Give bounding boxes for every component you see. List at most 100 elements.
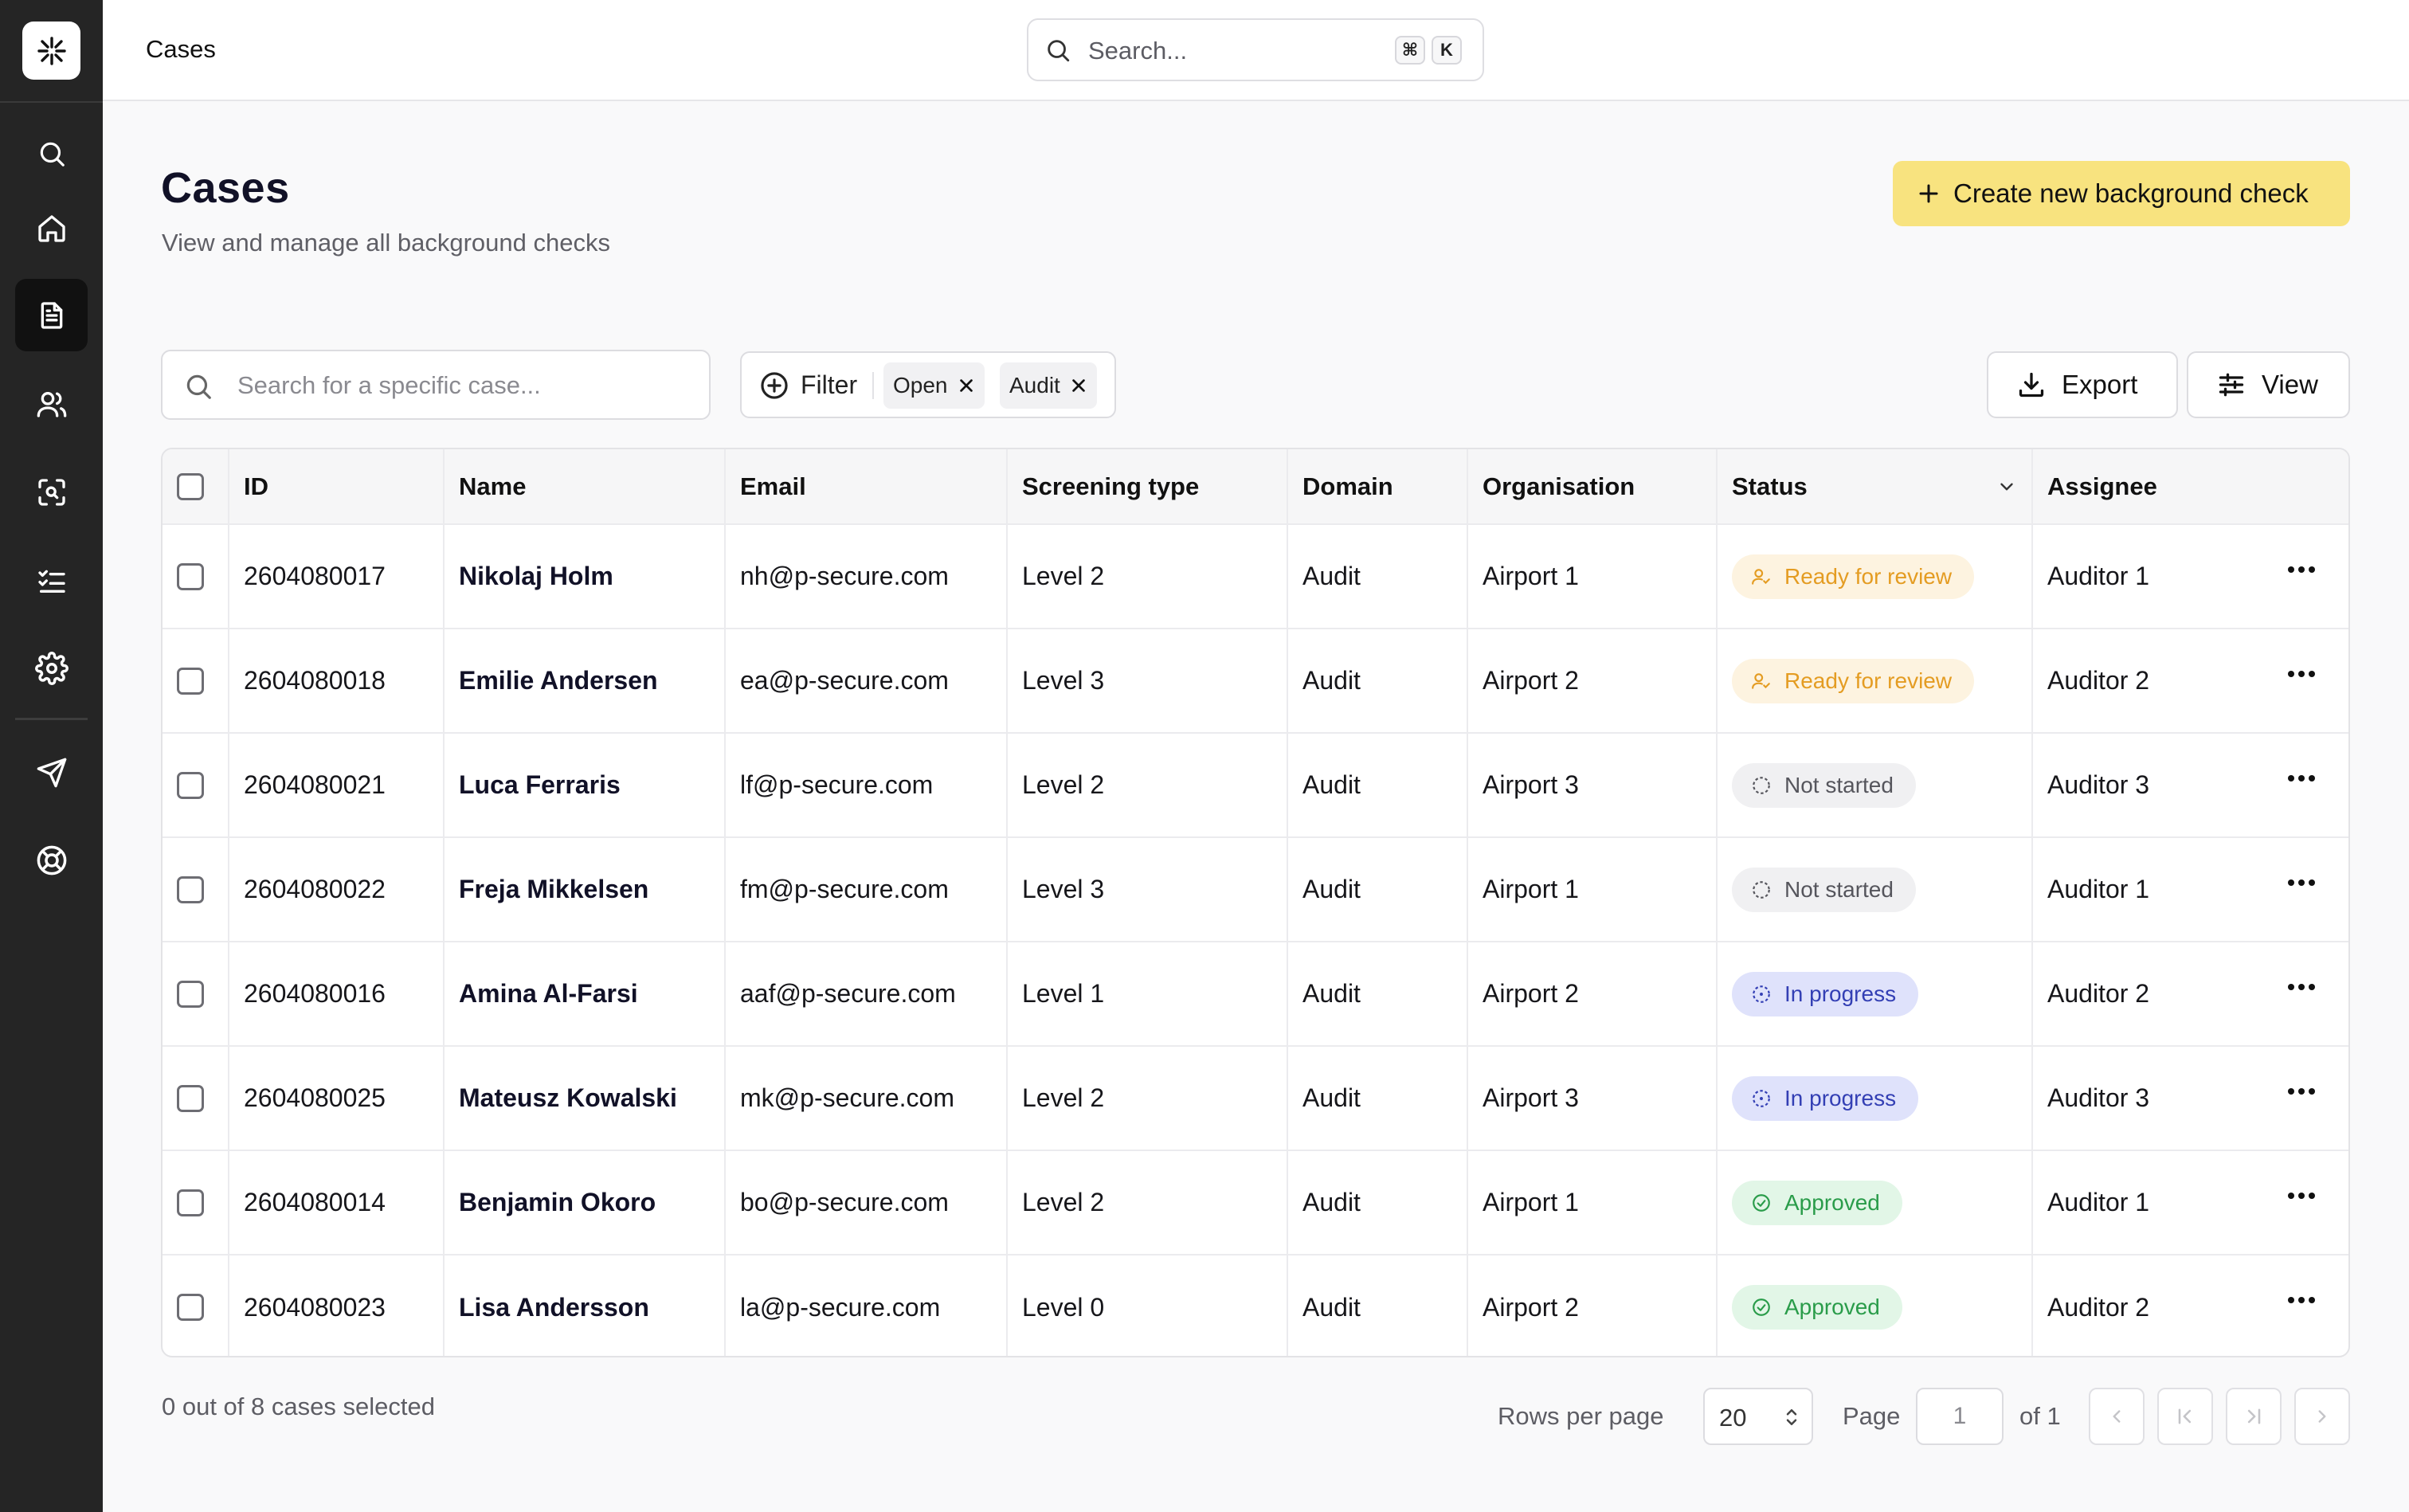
filter-bar: Filter Open Audit xyxy=(740,351,1116,418)
global-search-input[interactable]: Search... ⌘ K xyxy=(1027,18,1484,81)
export-label: Export xyxy=(2062,370,2138,399)
case-assignee-cell: Auditor 1 xyxy=(2032,1150,2348,1255)
sidebar-divider xyxy=(0,101,103,103)
more-actions-icon[interactable] xyxy=(2288,1088,2315,1095)
top-bar: Cases Search... ⌘ K xyxy=(103,0,2409,101)
close-icon[interactable] xyxy=(1070,377,1087,394)
chevrons-first-icon xyxy=(2178,1408,2192,1424)
case-name[interactable]: Nikolaj Holm xyxy=(444,524,726,629)
shortcut-key-k: K xyxy=(1432,36,1462,65)
status-badge-label: Ready for review xyxy=(1784,563,1953,589)
case-name[interactable]: Mateusz Kowalski xyxy=(444,1046,726,1151)
select-all-checkbox[interactable] xyxy=(177,472,204,500)
case-name[interactable]: Luca Ferraris xyxy=(444,733,726,838)
status-header-label: Status xyxy=(1732,472,1808,500)
page-number-input[interactable]: 1 xyxy=(1916,1388,2004,1445)
sidebar-item-cases[interactable] xyxy=(15,279,88,351)
case-name[interactable]: Benjamin Okoro xyxy=(444,1150,726,1255)
table-row[interactable]: 2604080022 Freja Mikkelsen fm@p-secure.com… xyxy=(163,837,2348,942)
create-background-check-button[interactable]: Create new background check xyxy=(1893,161,2350,226)
case-name[interactable]: Lisa Andersson xyxy=(444,1255,726,1356)
chevron-down-icon[interactable] xyxy=(1996,476,2017,497)
page-title: Cases xyxy=(161,164,290,212)
case-screening-type: Level 2 xyxy=(1007,1150,1288,1255)
more-actions-icon[interactable] xyxy=(2288,775,2315,781)
asterisk-logo-icon xyxy=(37,36,66,65)
export-button[interactable]: Export xyxy=(1987,351,2178,418)
sidebar-separator xyxy=(15,718,88,720)
case-screening-type: Level 3 xyxy=(1007,629,1288,734)
sidebar-item-scan[interactable] xyxy=(15,456,88,528)
sidebar-item-home[interactable] xyxy=(15,192,88,264)
case-email: ea@p-secure.com xyxy=(725,629,1008,734)
progress-circle-icon xyxy=(1753,985,1770,1003)
row-checkbox[interactable] xyxy=(177,1084,204,1112)
status-badge-label: Not started xyxy=(1784,876,1894,902)
first-page-button[interactable] xyxy=(2157,1388,2213,1445)
row-checkbox[interactable] xyxy=(177,1294,204,1321)
case-name[interactable]: Freja Mikkelsen xyxy=(444,837,726,942)
last-page-button[interactable] xyxy=(2226,1388,2282,1445)
table-row[interactable]: 2604080021 Luca Ferraris lf@p-secure.com Le… xyxy=(163,733,2348,838)
case-search-input[interactable]: Search for a specific case... xyxy=(161,350,711,420)
table-row[interactable]: 2604080025 Mateusz Kowalski mk@p-secure.co… xyxy=(163,1046,2348,1151)
status-badge: Ready for review xyxy=(1732,658,1975,703)
sidebar-item-tasks[interactable] xyxy=(15,544,88,617)
table-row[interactable]: 2604080023 Lisa Andersson la@p-secure.com L… xyxy=(163,1255,2348,1356)
filter-button[interactable]: Filter xyxy=(801,370,858,399)
column-header-name[interactable]: Name xyxy=(444,449,726,525)
case-id: 2604080022 xyxy=(229,837,445,942)
sidebar-item-send[interactable] xyxy=(15,736,88,809)
check-circle-icon xyxy=(1753,1193,1770,1212)
column-header-screening-type[interactable]: Screening type xyxy=(1007,449,1288,525)
selection-count: 0 out of 8 cases selected xyxy=(162,1393,435,1420)
close-icon[interactable] xyxy=(958,377,975,394)
column-header-status[interactable]: Status xyxy=(1717,449,2033,525)
column-header-domain[interactable]: Domain xyxy=(1287,449,1468,525)
sidebar-item-settings[interactable] xyxy=(15,632,88,704)
case-assignee: Auditor 1 xyxy=(2047,1188,2150,1216)
row-checkbox[interactable] xyxy=(177,1189,204,1216)
column-header-organisation[interactable]: Organisation xyxy=(1467,449,1718,525)
row-checkbox[interactable] xyxy=(177,875,204,903)
previous-page-button[interactable] xyxy=(2089,1388,2145,1445)
more-actions-icon[interactable] xyxy=(2288,671,2315,677)
filter-chip-open[interactable]: Open xyxy=(883,362,985,409)
table-row[interactable]: 2604080016 Amina Al-Farsi aaf@p-secure.com… xyxy=(163,942,2348,1047)
more-actions-icon[interactable] xyxy=(2288,566,2315,573)
filter-chip-audit[interactable]: Audit xyxy=(1000,362,1097,409)
rows-per-page-select[interactable]: 20 xyxy=(1703,1388,1813,1445)
more-actions-icon[interactable] xyxy=(2288,1297,2315,1303)
column-header-assignee[interactable]: Assignee xyxy=(2032,449,2348,525)
next-page-button[interactable] xyxy=(2294,1388,2350,1445)
plus-circle-icon[interactable] xyxy=(759,370,789,401)
case-name[interactable]: Emilie Andersen xyxy=(444,629,726,734)
rows-per-page-label: Rows per page xyxy=(1498,1402,1664,1430)
download-icon xyxy=(2019,372,2044,398)
sidebar-item-help[interactable] xyxy=(15,824,88,896)
sidebar-item-search[interactable] xyxy=(15,117,88,190)
row-checkbox[interactable] xyxy=(177,667,204,695)
case-assignee: Auditor 2 xyxy=(2047,666,2150,695)
table-row[interactable]: 2604080017 Nikolaj Holm nh@p-secure.com Lev… xyxy=(163,524,2348,629)
case-name[interactable]: Amina Al-Farsi xyxy=(444,942,726,1047)
row-checkbox[interactable] xyxy=(177,771,204,799)
table-header-row: ID Name Email Screening type Domain Orga… xyxy=(163,449,2348,525)
row-checkbox[interactable] xyxy=(177,562,204,590)
row-checkbox[interactable] xyxy=(177,980,204,1008)
case-organisation: Airport 1 xyxy=(1467,837,1718,942)
view-button[interactable]: View xyxy=(2187,351,2350,418)
column-header-id[interactable]: ID xyxy=(229,449,445,525)
more-actions-icon[interactable] xyxy=(2288,984,2315,990)
case-domain: Audit xyxy=(1287,733,1468,838)
column-header-email[interactable]: Email xyxy=(725,449,1008,525)
more-actions-icon[interactable] xyxy=(2288,1193,2315,1199)
dashed-circle-icon xyxy=(1753,880,1770,899)
row-select-cell xyxy=(163,1150,229,1255)
sidebar-item-users[interactable] xyxy=(15,367,88,440)
lifebuoy-icon xyxy=(37,845,66,875)
table-row[interactable]: 2604080018 Emilie Andersen ea@p-secure.com… xyxy=(163,629,2348,734)
table-row[interactable]: 2604080014 Benjamin Okoro bo@p-secure.com L… xyxy=(163,1150,2348,1255)
more-actions-icon[interactable] xyxy=(2288,879,2315,886)
app-logo[interactable] xyxy=(22,22,80,80)
